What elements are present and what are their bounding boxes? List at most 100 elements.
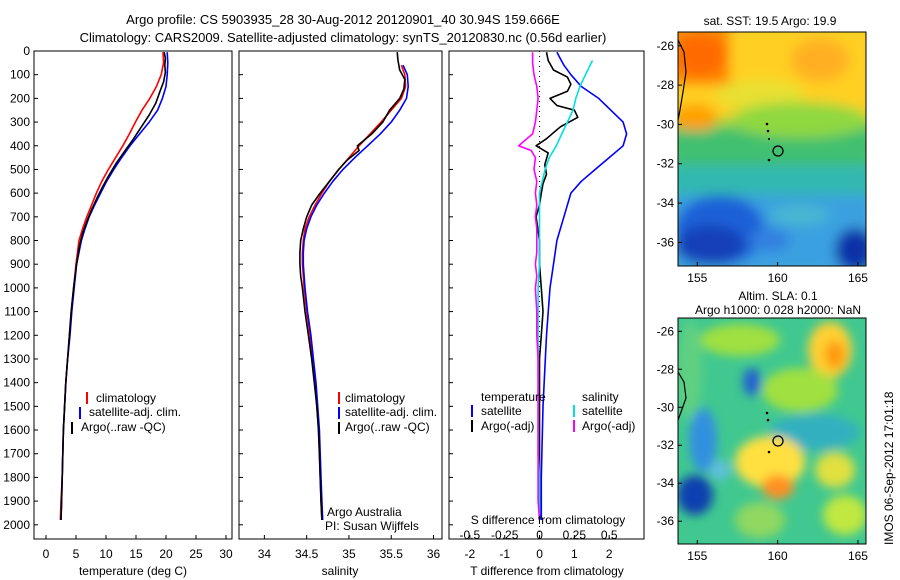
difference-panel-frame	[448, 50, 645, 540]
depth-tick-label: 1600	[3, 423, 30, 437]
s-tick-label: -0.25	[491, 528, 519, 542]
x-tick-label: 35	[342, 547, 356, 561]
salinity-xlabel: salinity	[322, 564, 359, 578]
x-tick-label: 2	[606, 547, 613, 561]
map-y-tick-label: -34	[657, 196, 675, 210]
s-tick-label: -0.5	[460, 528, 481, 542]
map-y-tick-label: -30	[657, 400, 675, 414]
pi-label: PI: Susan Wijffels	[325, 519, 419, 533]
sst-coastline	[677, 39, 687, 121]
diff-legend-t-satellite: satellite	[481, 404, 522, 418]
depth-tick-label: 1200	[3, 328, 30, 342]
axes-layer: 0100200300400500600700800900100011001200…	[3, 44, 618, 561]
x-tick-label: 35.5	[380, 547, 404, 561]
difference-legend: temperature satellite Argo(-adj) salinit…	[471, 390, 636, 527]
x-tick-label: 0	[43, 547, 50, 561]
series-line-difference-2	[537, 60, 594, 520]
x-tick-label: 1	[571, 547, 578, 561]
depth-tick-label: 700	[10, 210, 30, 224]
map-y-tick-label: -30	[657, 117, 675, 131]
depth-tick-label: 1400	[3, 376, 30, 390]
map-y-tick-label: -32	[657, 438, 675, 452]
sla-coastline	[677, 371, 687, 421]
depth-tick-label: 1700	[3, 447, 30, 461]
difference-xlabel: T difference from climatology	[470, 564, 624, 578]
depth-tick-label: 2000	[3, 518, 30, 532]
map-y-tick-label: -26	[657, 324, 675, 338]
x-tick-label: 15	[129, 547, 143, 561]
depth-tick-label: 500	[10, 162, 30, 176]
depth-tick-label: 1000	[3, 281, 30, 295]
series-line-difference-0	[540, 51, 628, 520]
sla-map-title-2: Argo h1000: 0.028 h2000: NaN	[695, 303, 861, 317]
sla-argo-marker	[765, 411, 784, 454]
sst-map-title: sat. SST: 19.5 Argo: 19.9	[704, 14, 837, 28]
diff-legend-temperature-title: temperature	[481, 390, 546, 404]
header-line2: Climatology: CARS2009. Satellite-adjuste…	[80, 30, 607, 45]
x-tick-label: 34.5	[295, 547, 319, 561]
map-y-tick-label: -36	[657, 235, 675, 249]
x-tick-label: 20	[159, 547, 173, 561]
s-tick-label: 0	[536, 528, 543, 542]
x-tick-label: 36	[427, 547, 441, 561]
salinity-legend-satellite: satellite-adj. clim.	[345, 405, 437, 419]
sst-map-field	[678, 32, 866, 266]
diff-legend-s-argo: Argo(-adj)	[582, 419, 635, 433]
argo-australia-label: Argo Australia	[327, 505, 402, 519]
map-y-tick-label: -34	[657, 476, 675, 490]
depth-tick-label: 1300	[3, 352, 30, 366]
depth-tick-label: 300	[10, 115, 30, 129]
sst-map-frame	[677, 31, 867, 267]
map-x-tick-label: 155	[687, 271, 707, 285]
diff-legend-t-argo: Argo(-adj)	[481, 419, 534, 433]
sla-map-frame	[677, 317, 867, 545]
x-tick-label: 34	[258, 547, 272, 561]
series-line-temperature-1	[60, 52, 169, 521]
salinity-legend-climatology: climatology	[345, 391, 405, 405]
map-y-tick-label: -36	[657, 514, 675, 528]
temperature-legend-climatology: climatology	[96, 391, 156, 405]
sla-map-field	[678, 318, 866, 544]
series-line-difference-1	[535, 52, 579, 520]
x-tick-label: -1	[499, 547, 510, 561]
salinity-legend: climatology satellite-adj. clim. Argo(..…	[325, 391, 437, 533]
temperature-legend-argo: Argo(..raw -QC)	[81, 420, 166, 434]
sst-argo-marker	[765, 122, 784, 162]
map-x-tick-label: 160	[768, 549, 788, 563]
depth-tick-label: 400	[10, 139, 30, 153]
map-x-tick-label: 155	[687, 549, 707, 563]
temperature-xlabel: temperature (deg C)	[79, 564, 187, 578]
map-x-tick-label: 165	[848, 549, 868, 563]
s-tick-label: 0.25	[563, 528, 587, 542]
s-tick-label: 0.5	[601, 528, 618, 542]
x-tick-label: -2	[465, 547, 476, 561]
x-tick-label: 30	[219, 547, 233, 561]
sst-map-axes: 155 160 165 -26 -28 -30 -32 -34 -36	[657, 39, 869, 285]
map-y-tick-label: -32	[657, 157, 675, 171]
series-line-salinity-0	[301, 64, 407, 521]
map-x-tick-label: 160	[768, 271, 788, 285]
series-line-salinity-1	[302, 64, 409, 521]
series-line-temperature-2	[60, 52, 167, 521]
depth-tick-label: 1500	[3, 399, 30, 413]
depth-tick-label: 1900	[3, 494, 30, 508]
sla-map-axes: 155 160 165 -26 -28 -30 -32 -34 -36	[657, 324, 869, 563]
depth-tick-label: 1100	[4, 305, 30, 319]
diff-legend-s-satellite: satellite	[582, 404, 623, 418]
depth-tick-label: 100	[10, 68, 30, 82]
x-tick-label: 10	[99, 547, 113, 561]
depth-tick-label: 900	[10, 257, 30, 271]
map-x-tick-label: 165	[848, 271, 868, 285]
temperature-legend: climatology satellite-adj. clim. Argo(..…	[71, 391, 181, 434]
depth-tick-label: 800	[10, 234, 30, 248]
temperature-panel-frame	[33, 50, 233, 540]
depth-tick-label: 0	[23, 44, 30, 58]
x-tick-label: 25	[189, 547, 203, 561]
lines-layer	[59, 51, 628, 521]
x-tick-label: 5	[73, 547, 80, 561]
depth-tick-label: 1800	[3, 470, 30, 484]
series-line-difference-3	[517, 52, 541, 521]
map-y-tick-label: -28	[657, 362, 675, 376]
sla-map-title-1: Altim. SLA: 0.1	[738, 289, 818, 303]
